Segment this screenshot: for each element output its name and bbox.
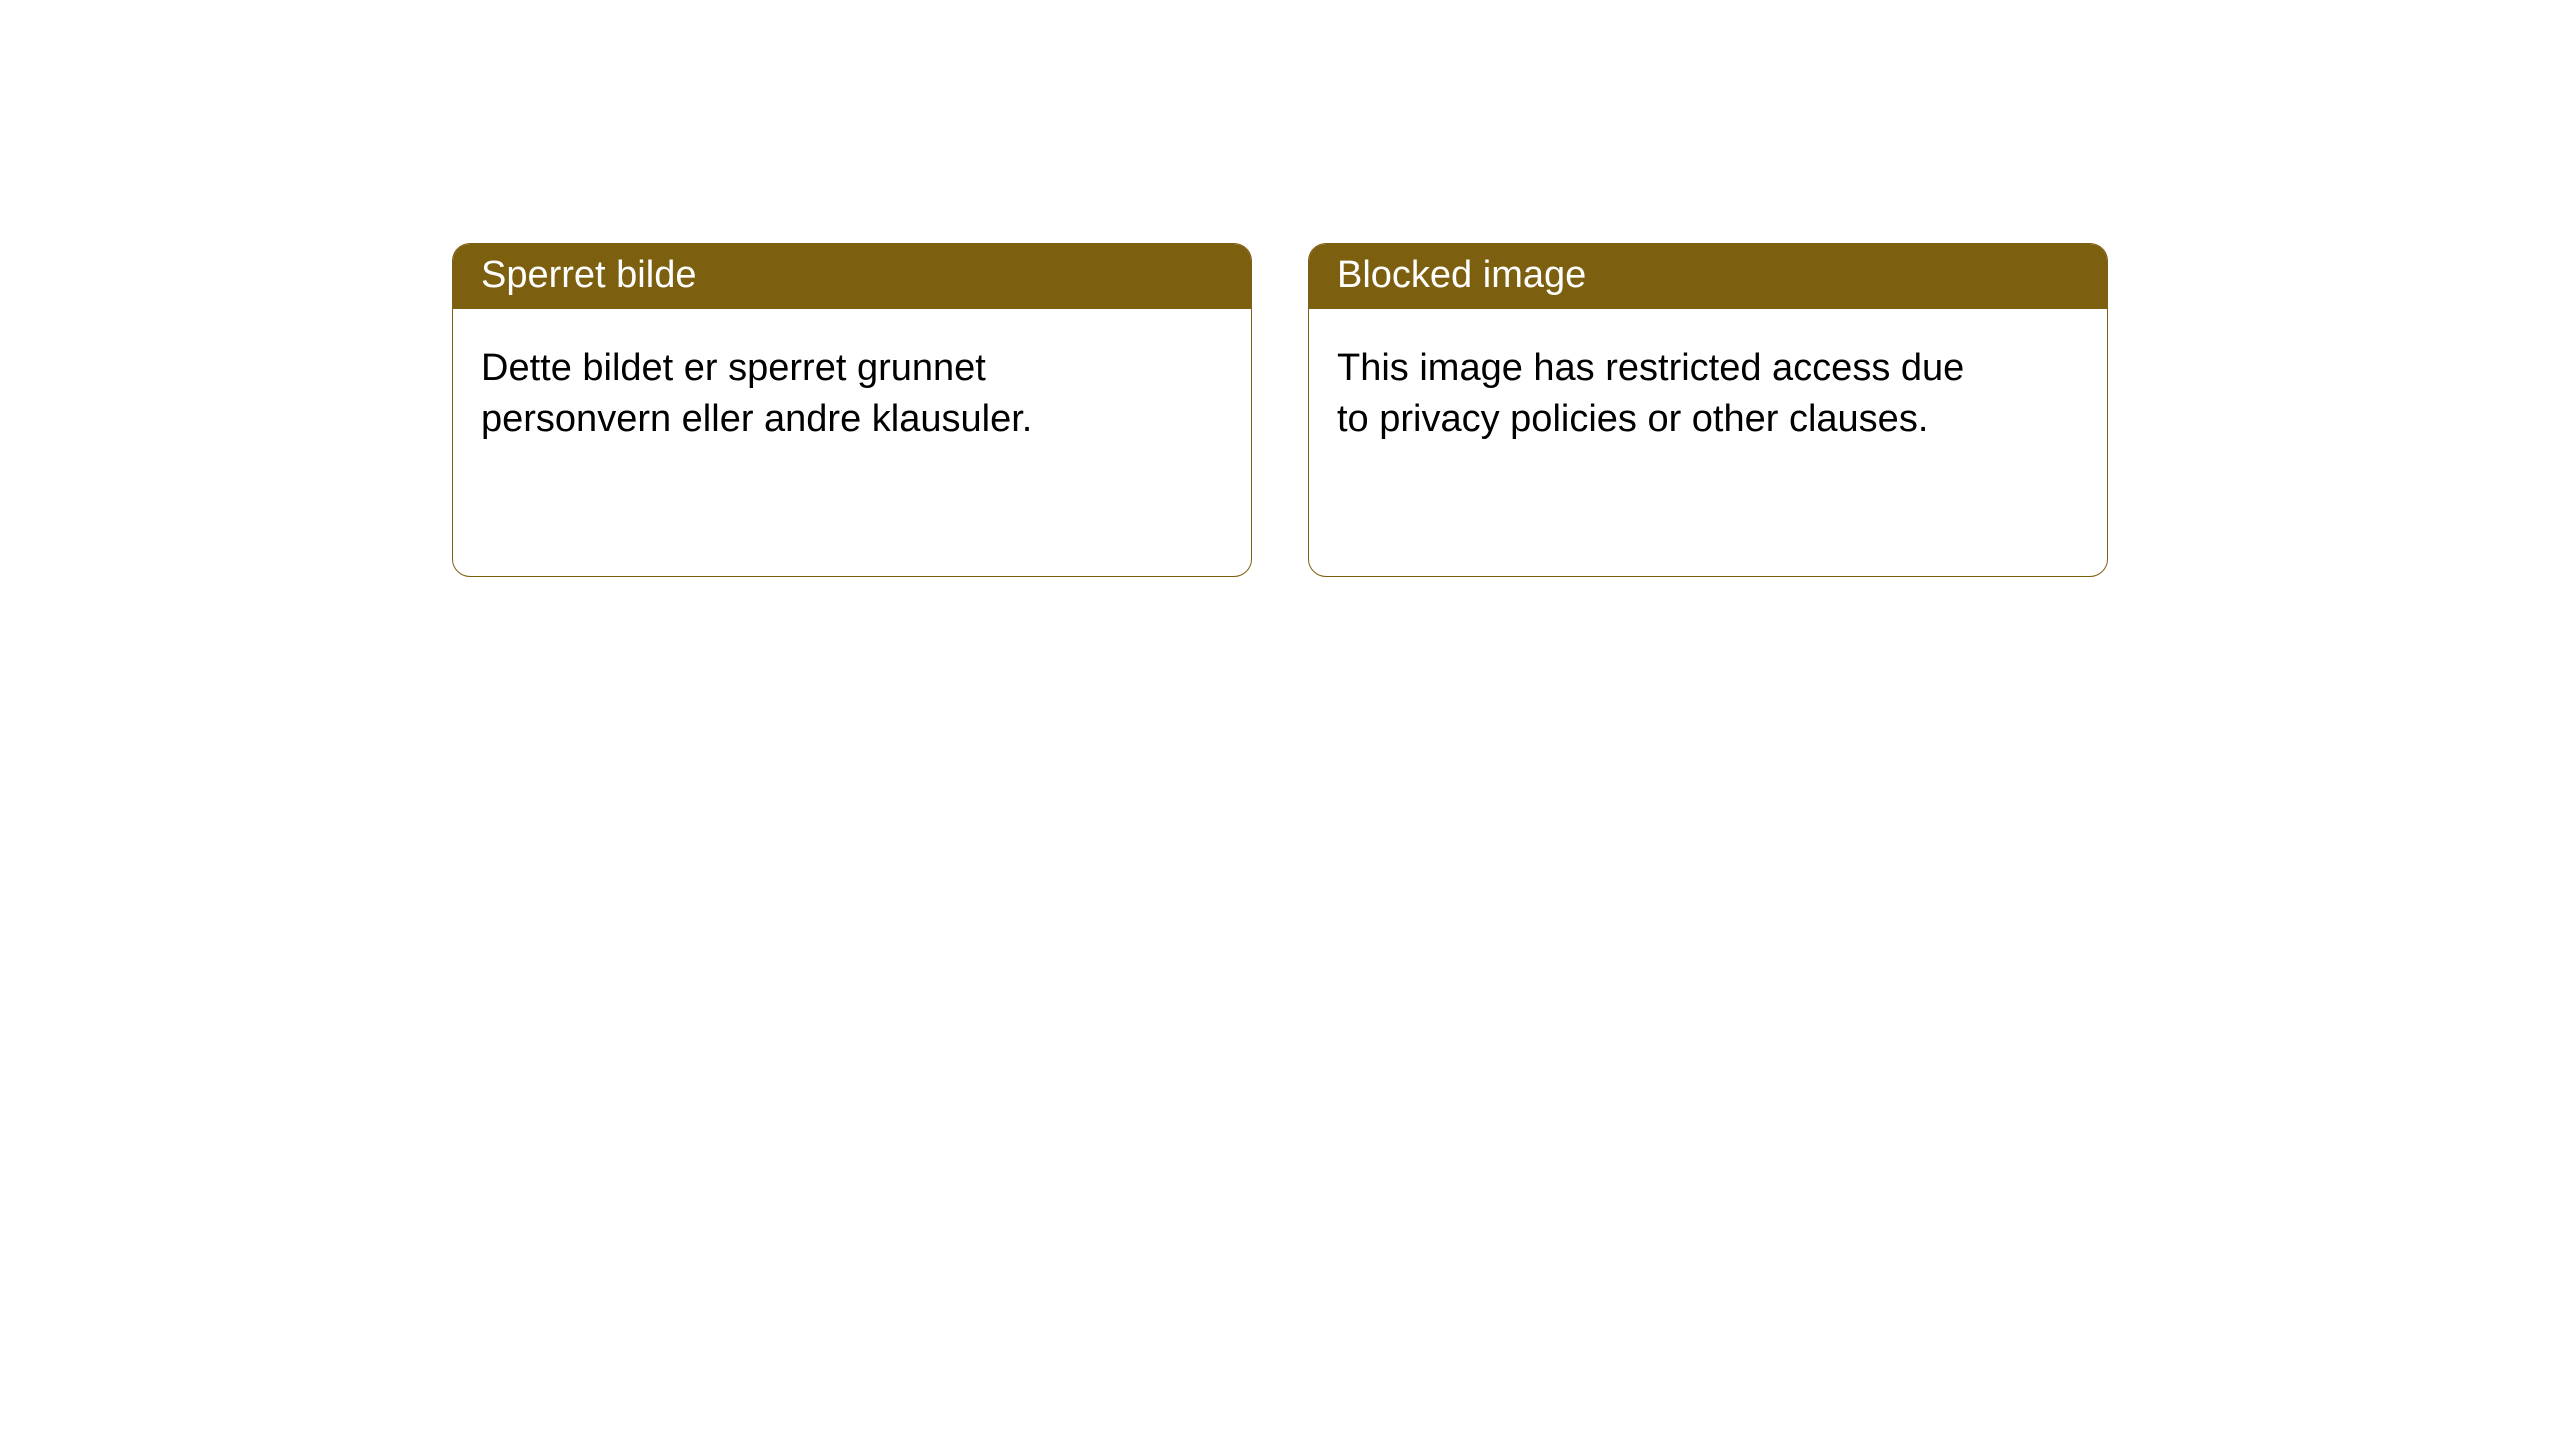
blocked-image-card-no: Sperret bilde Dette bildet er sperret gr… (452, 243, 1252, 577)
notice-container: Sperret bilde Dette bildet er sperret gr… (0, 0, 2560, 577)
card-header-en: Blocked image (1309, 244, 2107, 309)
card-title-no: Sperret bilde (481, 254, 696, 296)
card-message-no: Dette bildet er sperret grunnet personve… (481, 347, 1032, 440)
blocked-image-card-en: Blocked image This image has restricted … (1308, 243, 2108, 577)
card-body-no: Dette bildet er sperret grunnet personve… (453, 309, 1173, 480)
card-message-en: This image has restricted access due to … (1337, 347, 1964, 440)
card-body-en: This image has restricted access due to … (1309, 309, 2029, 480)
card-header-no: Sperret bilde (453, 244, 1251, 309)
card-title-en: Blocked image (1337, 254, 1586, 296)
